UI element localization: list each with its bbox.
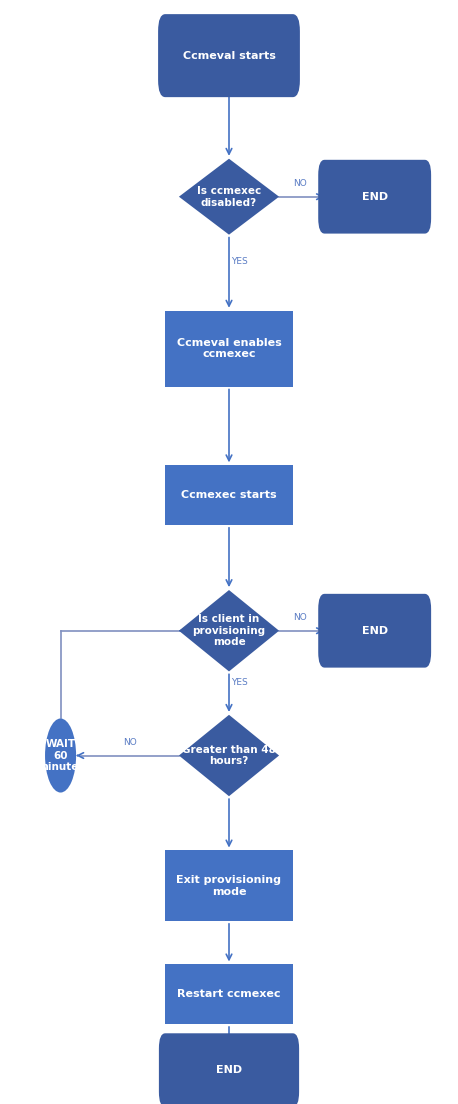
FancyBboxPatch shape [158,14,300,97]
Polygon shape [179,159,279,235]
Text: YES: YES [231,678,247,687]
Text: Is client in
provisioning
mode: Is client in provisioning mode [192,614,266,647]
FancyBboxPatch shape [165,465,293,524]
Text: END: END [362,626,388,636]
Text: WAIT
60
minutes: WAIT 60 minutes [37,739,84,772]
Text: Ccmeval starts: Ccmeval starts [183,51,275,61]
Text: Ccmeval enables
ccmexec: Ccmeval enables ccmexec [177,338,281,360]
FancyBboxPatch shape [165,310,293,386]
Text: Restart ccmexec: Restart ccmexec [177,989,281,999]
FancyBboxPatch shape [165,965,293,1025]
Text: END: END [216,1065,242,1075]
Polygon shape [179,714,279,796]
Text: YES: YES [231,257,247,266]
FancyBboxPatch shape [318,160,431,234]
Text: Ccmexec starts: Ccmexec starts [181,490,277,500]
Text: NO: NO [293,613,306,622]
Text: NO: NO [123,737,136,746]
FancyBboxPatch shape [318,594,431,668]
FancyBboxPatch shape [165,850,293,921]
Text: Exit provisioning
mode: Exit provisioning mode [176,875,282,896]
Circle shape [45,719,76,793]
Polygon shape [179,590,279,671]
FancyBboxPatch shape [159,1033,299,1104]
Text: Greater than 48
hours?: Greater than 48 hours? [182,745,276,766]
Text: NO: NO [293,179,306,188]
Text: END: END [362,192,388,202]
Text: Is ccmexec
disabled?: Is ccmexec disabled? [197,185,261,208]
